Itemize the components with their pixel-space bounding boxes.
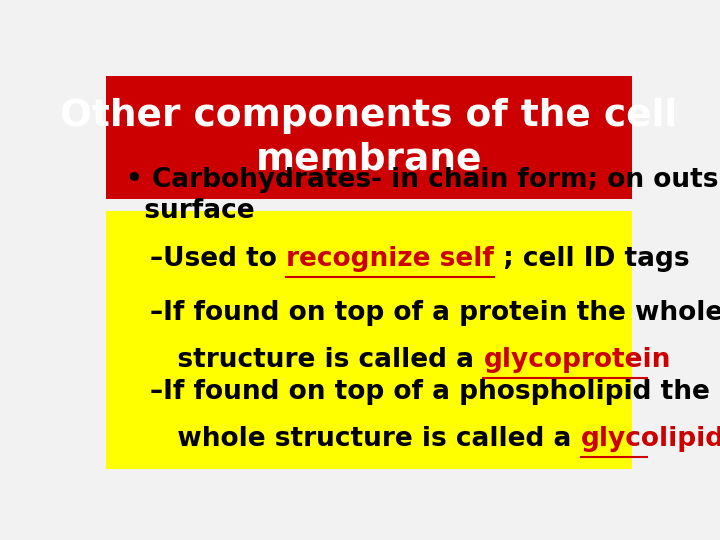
Text: –If found on top of a protein the whole: –If found on top of a protein the whole bbox=[150, 300, 720, 326]
Text: recognize self: recognize self bbox=[287, 246, 494, 272]
Text: Other components of the cell
membrane: Other components of the cell membrane bbox=[60, 98, 678, 178]
Text: structure is called a: structure is called a bbox=[150, 347, 483, 373]
Text: –Used to: –Used to bbox=[150, 246, 287, 272]
Text: glycoprotein: glycoprotein bbox=[483, 347, 671, 373]
Text: whole structure is called a: whole structure is called a bbox=[150, 426, 581, 452]
FancyBboxPatch shape bbox=[106, 77, 632, 199]
Text: • Carbohydrates- in chain form; on outside
  surface: • Carbohydrates- in chain form; on outsi… bbox=[126, 167, 720, 224]
Text: ; cell ID tags: ; cell ID tags bbox=[494, 246, 690, 272]
Text: –If found on top of a phospholipid the: –If found on top of a phospholipid the bbox=[150, 379, 710, 404]
Text: glycolipid: glycolipid bbox=[581, 426, 720, 452]
FancyBboxPatch shape bbox=[106, 211, 632, 469]
